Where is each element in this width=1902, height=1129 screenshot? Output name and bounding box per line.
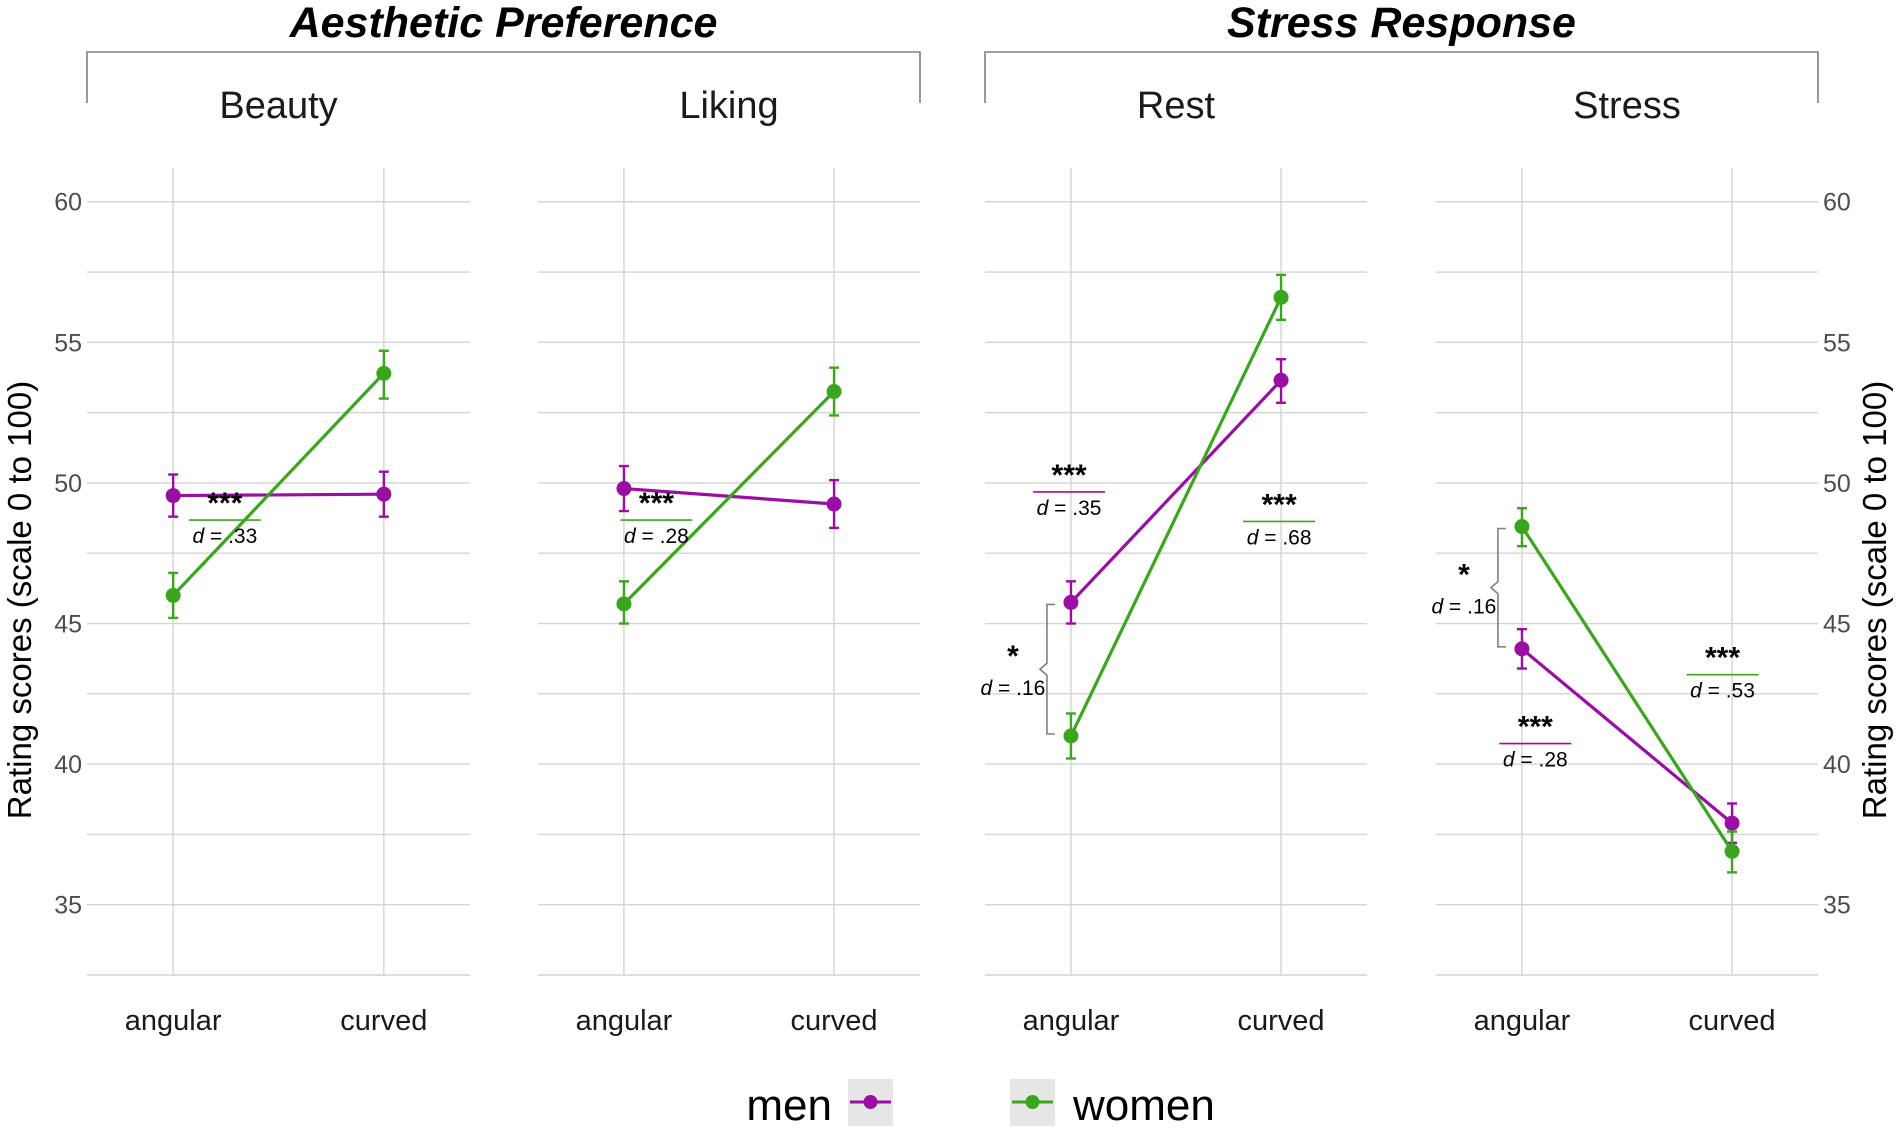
comparison-bracket <box>1489 527 1506 648</box>
y-axis-title-right: Rating scores (scale 0 to 100) <box>1856 381 1893 819</box>
x-tick-label: curved <box>791 1005 878 1037</box>
effect-size: d = .16 <box>981 677 1046 700</box>
data-point-women-angular <box>616 596 632 612</box>
series-line-women <box>1520 525 1734 853</box>
legend-key-men-point <box>863 1095 878 1109</box>
series-line-women <box>622 390 836 605</box>
significance-annotation: *** d = .33 <box>188 487 261 548</box>
facet-title: Stress <box>1573 85 1681 127</box>
series-women <box>616 366 842 625</box>
series-line-men <box>1069 379 1283 604</box>
effect-size: d = .33 <box>192 525 257 548</box>
data-point-women-angular <box>1514 519 1530 535</box>
x-tick-label: angular <box>576 1005 673 1037</box>
effect-size: d = .28 <box>624 525 689 548</box>
legend: men women <box>746 1079 1215 1129</box>
data-point-men-curved <box>376 486 392 502</box>
y-axis-ticks: 35 35 40 40 45 45 50 50 55 55 60 60 <box>54 189 1851 920</box>
significance-stars: *** <box>1052 459 1087 492</box>
series-line-women <box>172 372 385 597</box>
facet-title: Rest <box>1137 85 1216 127</box>
y-axis-title-left: Rating scores (scale 0 to 100) <box>1 381 38 819</box>
significance-stars: * <box>1458 559 1470 592</box>
x-tick-label: angular <box>125 1005 222 1037</box>
legend-label-women: women <box>1072 1081 1215 1129</box>
y-tick-label-right: 35 <box>1823 892 1851 920</box>
y-tick-label-left: 45 <box>54 611 82 639</box>
group-title: Aesthetic Preference <box>289 0 718 47</box>
comparison-bracket <box>1038 603 1055 735</box>
y-tick-label-left: 50 <box>54 470 82 498</box>
x-tick-label: curved <box>1238 1005 1325 1037</box>
y-tick-label-left: 60 <box>54 189 82 217</box>
y-tick-label-left: 55 <box>54 329 82 357</box>
significance-annotation: *** d = .28 <box>1499 711 1572 772</box>
group-bracket <box>86 51 921 103</box>
significance-annotation: *** d = .53 <box>1686 642 1759 703</box>
data-point-men-curved <box>826 496 842 512</box>
panel-beauty: Beauty angular curved *** d = .33 <box>87 85 470 1037</box>
effect-size: d = .68 <box>1247 526 1312 549</box>
significance-stars: *** <box>207 487 242 520</box>
series-line-men <box>1520 647 1734 825</box>
group-bracket <box>984 51 1819 103</box>
data-point-women-angular <box>165 587 181 603</box>
data-point-men-angular <box>1063 594 1079 610</box>
panel-liking: Liking angular curved *** d = .28 <box>538 85 920 1037</box>
effect-size: d = .53 <box>1690 680 1755 703</box>
legend-key-women-point <box>1025 1095 1040 1109</box>
data-point-women-curved <box>1273 289 1289 305</box>
y-tick-label-right: 55 <box>1823 329 1851 357</box>
y-tick-label-left: 40 <box>54 751 82 779</box>
significance-annotation: * d = .16 <box>1432 527 1506 648</box>
y-tick-label-right: 60 <box>1823 189 1851 217</box>
significance-stars: *** <box>1705 642 1740 675</box>
effect-size: d = .35 <box>1037 497 1102 520</box>
facet-title: Liking <box>679 85 778 127</box>
significance-stars: *** <box>639 487 674 520</box>
significance-stars: *** <box>1518 711 1553 744</box>
group-headers: Aesthetic Preference Stress Response <box>86 0 1819 103</box>
x-tick-label: curved <box>340 1005 427 1037</box>
data-point-men-angular <box>616 481 632 497</box>
series-women <box>1063 273 1289 760</box>
effect-size: d = .28 <box>1503 749 1568 772</box>
panels: Beauty angular curved *** d = .33 Liking angul… <box>87 85 1818 1037</box>
significance-annotation: *** d = .35 <box>1033 459 1106 520</box>
significance-annotation: *** d = .28 <box>620 487 693 548</box>
series-men <box>165 470 392 518</box>
group-title: Stress Response <box>1227 0 1576 47</box>
series-line-men <box>173 492 384 498</box>
data-point-women-curved <box>1724 843 1740 859</box>
y-tick-label-left: 35 <box>54 892 82 920</box>
y-tick-label-right: 40 <box>1823 751 1851 779</box>
series-line-women <box>1069 296 1283 737</box>
data-point-women-angular <box>1063 728 1079 744</box>
significance-annotation: *** d = .68 <box>1243 488 1316 549</box>
significance-annotation: * d = .16 <box>981 603 1055 735</box>
data-point-men-angular <box>165 488 181 504</box>
x-tick-label: angular <box>1474 1005 1571 1037</box>
panel-rest: Rest angular curved *** d = .35 *** d = .68 * d … <box>981 85 1367 1037</box>
data-point-men-curved <box>1273 372 1289 388</box>
series-men <box>1063 358 1289 625</box>
data-point-men-curved <box>1724 815 1740 831</box>
y-tick-label-right: 45 <box>1823 611 1851 639</box>
significance-stars: *** <box>1262 488 1297 521</box>
y-tick-label-right: 50 <box>1823 470 1851 498</box>
x-tick-label: curved <box>1689 1005 1776 1037</box>
data-point-women-curved <box>826 384 842 400</box>
facet-title: Beauty <box>219 85 337 127</box>
series-women <box>165 349 392 620</box>
x-tick-label: angular <box>1023 1005 1120 1037</box>
series-women <box>1514 507 1740 874</box>
data-point-men-angular <box>1514 641 1530 657</box>
data-point-women-curved <box>376 365 392 381</box>
legend-label-men: men <box>746 1081 832 1129</box>
significance-stars: * <box>1007 640 1019 673</box>
effect-size: d = .16 <box>1432 596 1497 619</box>
